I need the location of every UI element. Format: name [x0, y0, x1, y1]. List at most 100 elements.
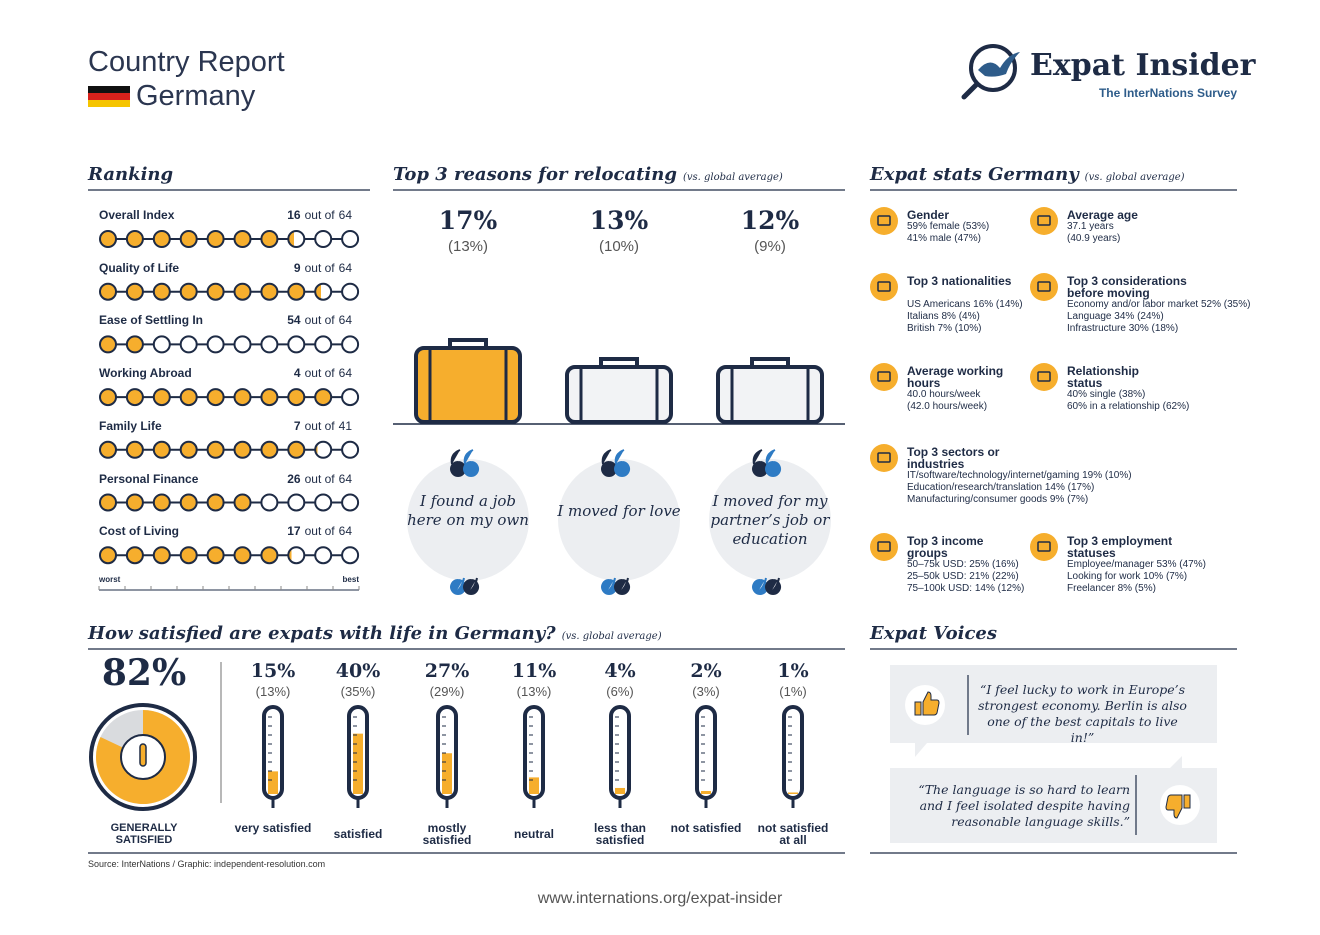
flag-red — [88, 93, 130, 100]
rank-dot — [314, 335, 333, 354]
thermo-fill — [353, 733, 363, 794]
quote-bubble — [709, 459, 831, 581]
thermo-fill — [529, 777, 539, 794]
ranking-label: Working Abroad — [99, 366, 192, 381]
stat-line: 75–100k USD: 14% (12%) — [907, 583, 1025, 594]
report-title: Country Report — [88, 46, 285, 78]
voices-heading: Expat Voices — [870, 623, 997, 644]
rank-dot — [206, 388, 225, 407]
rank-dot — [179, 546, 198, 565]
thermo-fill — [442, 753, 452, 794]
reasons-heading-text: Top 3 reasons for relocating — [393, 164, 677, 185]
rank-dot — [125, 493, 144, 512]
suitcase-handle — [750, 357, 790, 367]
rank-number: 4 — [293, 366, 301, 381]
rank-dot — [152, 388, 171, 407]
sat-value: 11% — [511, 660, 557, 682]
rank-dot — [314, 493, 333, 512]
quote-open — [450, 449, 467, 477]
rank-number: 26 — [287, 471, 301, 486]
rank-number: 16 — [287, 208, 301, 222]
rank-out-of: out of — [304, 260, 335, 275]
ranking-heading-text: Ranking — [88, 164, 174, 185]
ranking-label: Cost of Living — [99, 524, 179, 539]
stat-icon-glyph — [877, 281, 891, 292]
sat-global: (1%) — [779, 684, 807, 699]
sat-global: (35%) — [340, 684, 376, 699]
thermo-fill — [615, 787, 625, 794]
rank-dot — [99, 230, 117, 248]
stat-line: Looking for work 10% (7%) — [1067, 571, 1188, 582]
quote-open — [765, 449, 782, 477]
stat-icon-glyph — [1037, 371, 1051, 382]
stat-icon-glyph — [877, 215, 891, 226]
stat-icon — [1030, 273, 1058, 301]
satisfaction-heading: How satisfied are expats with life in Ge… — [88, 623, 662, 644]
ranking-label: Ease of Settling In — [99, 313, 204, 328]
rank-dot — [179, 493, 198, 512]
stat-icon — [870, 363, 898, 391]
stat-line: Language 34% (24%) — [1067, 311, 1164, 322]
stat-icon-glyph — [1037, 215, 1051, 226]
rank-out-of: out of — [304, 524, 335, 539]
rank-dot — [287, 335, 306, 354]
stat-line: 60% in a relationship (62%) — [1067, 401, 1190, 412]
suitcase-handle — [599, 357, 639, 367]
sat-name: satisfied — [333, 827, 383, 841]
rank-out-of: out of — [304, 313, 335, 328]
reasons-heading-note: (vs. global average) — [682, 172, 783, 183]
sat-name: very satisfied — [234, 821, 312, 835]
quote-open — [463, 449, 480, 477]
url: www.internations.org/expat-insider — [537, 890, 783, 907]
logo-handle — [961, 81, 980, 100]
stat-title: Relationship status — [1067, 364, 1140, 390]
stat-line: (40.9 years) — [1067, 233, 1121, 244]
sat-value: 40% — [335, 660, 381, 682]
stat-line: IT/software/technology/internet/gaming 1… — [907, 470, 1132, 481]
stat-icon — [1030, 533, 1058, 561]
rank-total: 64 — [338, 524, 352, 539]
stat-line: 41% male (47%) — [907, 233, 981, 244]
stat-line: Infrastructure 30% (18%) — [1067, 323, 1179, 334]
rank-dot — [206, 493, 225, 512]
stat-title: Top 3 income groups — [907, 534, 984, 560]
stat-line: 37.1 years — [1067, 221, 1114, 232]
stats-heading: Expat stats Germany (vs. global average) — [870, 164, 1185, 185]
quote-close — [752, 577, 769, 595]
rank-dot — [206, 230, 225, 248]
stat-title: Average age — [1067, 208, 1138, 222]
brand-subtitle: The InterNations Survey — [1098, 86, 1237, 100]
rank-dot — [287, 546, 306, 565]
rank-dot — [314, 230, 333, 248]
sat-value: 1% — [777, 660, 809, 682]
thermo-tube — [782, 705, 804, 800]
stat-icon — [870, 533, 898, 561]
reason-quote: I moved for love — [557, 502, 681, 520]
stat-icon-glyph — [877, 371, 891, 382]
quote-open — [601, 449, 618, 477]
rank-total: 41 — [338, 418, 352, 433]
rank-dot — [260, 388, 279, 407]
thermo-tube — [609, 705, 631, 800]
stat-icon-glyph — [1037, 281, 1051, 292]
sat-global: (29%) — [429, 684, 465, 699]
rank-dot — [287, 493, 306, 512]
suitcase-handle — [448, 338, 488, 348]
scale-worst: worst — [99, 575, 121, 584]
voice-quote: “I feel lucky to work in Europe’s strong… — [978, 682, 1187, 745]
quote-close — [614, 577, 631, 595]
rank-dot — [206, 440, 225, 459]
rank-dot — [125, 282, 144, 301]
reason-global: (10%) — [598, 238, 639, 255]
sat-global: (13%) — [516, 684, 552, 699]
stat-line: 40.0 hours/week — [907, 389, 981, 400]
rank-dot — [125, 440, 144, 459]
stat-icon-glyph — [1037, 541, 1051, 552]
rank-out-of: out of — [304, 471, 335, 486]
ranking-heading: Ranking — [88, 164, 173, 185]
rank-dot — [125, 546, 144, 565]
rank-dot — [152, 282, 171, 301]
stat-title: Top 3 considerations before moving — [1067, 274, 1187, 300]
overall-value: 82% — [101, 652, 187, 694]
